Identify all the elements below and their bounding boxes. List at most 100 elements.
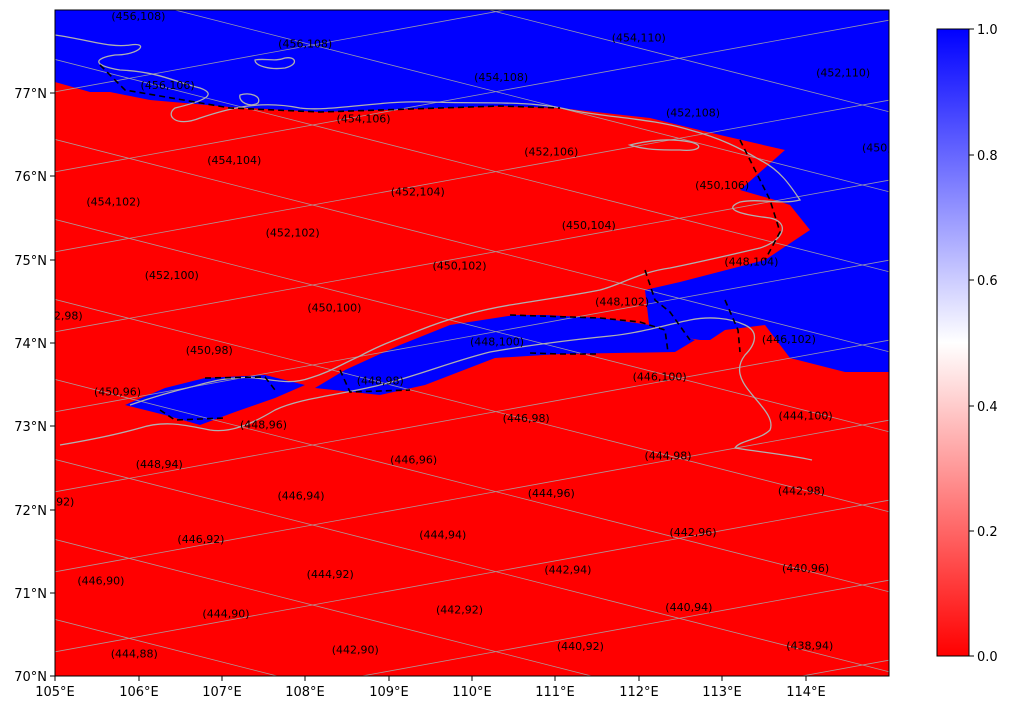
colorbar-tick: 0.4 — [969, 400, 998, 415]
x-tick-label: 106°E — [119, 685, 159, 700]
tile-label: (442,96) — [669, 526, 716, 539]
tile-label: (440,96) — [782, 562, 829, 575]
tile-label: (450,108) — [862, 142, 916, 155]
x-tick-label: 105°E — [35, 685, 75, 700]
tile-label: (450,104) — [562, 219, 616, 232]
tile-label: (440,92) — [557, 640, 604, 653]
x-tick-label: 111°E — [535, 685, 575, 700]
tile-label: (444,94) — [419, 529, 466, 542]
y-tick-label: 70°N — [14, 670, 47, 685]
tile-label: (446,94) — [277, 490, 324, 503]
tile-label: (444,88) — [111, 648, 158, 661]
x-tick: 111°E — [535, 676, 575, 700]
tile-label: (444,96) — [528, 487, 575, 500]
blue-region-inlet — [315, 315, 695, 395]
x-tick-label: 109°E — [369, 685, 409, 700]
y-tick: 76°N — [14, 170, 55, 185]
tile-label: (454,102) — [86, 196, 140, 209]
colorbar: 0.0 0.2 0.4 0.6 0.8 1.0 — [936, 23, 998, 665]
y-axis: 70°N 71°N 72°N 73°N 74°N 75°N 76°N 77°N — [14, 87, 55, 685]
colorbar-tick: 0.0 — [969, 650, 998, 665]
x-tick: 113°E — [702, 676, 742, 700]
colorbar-tick: 0.6 — [969, 274, 998, 289]
y-tick-label: 74°N — [14, 337, 47, 352]
tile-label: (442,90) — [332, 644, 379, 657]
coastline — [55, 34, 813, 461]
colorbar-tick-label: 0.8 — [977, 149, 998, 164]
tile-label: (452,104) — [391, 186, 445, 199]
tile-label: (448,100) — [470, 335, 524, 348]
tile-label: (456,108) — [111, 10, 165, 23]
x-tick-label: 107°E — [202, 685, 242, 700]
tile-label-layer: (456,108) (456,108) (454,110) (456,106) (454… — [36, 10, 916, 661]
colorbar-tick-label: 0.2 — [977, 525, 998, 540]
y-tick: 75°N — [14, 254, 55, 269]
colorbar-tick: 1.0 — [969, 23, 998, 38]
x-tick: 106°E — [119, 676, 159, 700]
x-tick-label: 112°E — [619, 685, 659, 700]
x-tick: 105°E — [35, 676, 75, 700]
x-tick: 108°E — [285, 676, 325, 700]
colorbar-tick-label: 0.0 — [977, 650, 998, 665]
blue-region-north — [55, 10, 889, 372]
tile-label: (444,90) — [202, 608, 249, 621]
tile-outlines — [99, 64, 781, 421]
x-tick: 114°E — [786, 676, 826, 700]
blue-region-west-island — [125, 375, 305, 425]
x-tick-label: 108°E — [285, 685, 325, 700]
x-tick-label: 114°E — [786, 685, 826, 700]
y-tick: 73°N — [14, 420, 55, 435]
tile-label: (454,106) — [337, 112, 391, 125]
y-tick: 71°N — [14, 587, 55, 602]
tile-label: (452,102) — [266, 226, 320, 239]
tile-label: (448,94) — [136, 458, 183, 471]
y-tick: 72°N — [14, 504, 55, 519]
x-tick: 112°E — [619, 676, 659, 700]
tile-label: (446,102) — [762, 333, 816, 346]
y-tick-label: 75°N — [14, 254, 47, 269]
colorbar-tick-label: 0.4 — [977, 400, 998, 415]
tile-label: (454,104) — [207, 154, 261, 167]
y-tick: 74°N — [14, 337, 55, 352]
tile-label: (438,94) — [786, 639, 833, 652]
tile-label: (444,100) — [779, 410, 833, 423]
tile-label: (452,98) — [36, 310, 83, 323]
tile-label: (454,110) — [612, 32, 666, 45]
tile-label: (452,100) — [145, 269, 199, 282]
tile-label: (452,108) — [666, 107, 720, 120]
y-tick-label: 77°N — [14, 87, 47, 102]
tile-label: (444,98) — [644, 450, 691, 463]
tile-label: (442,98) — [778, 485, 825, 498]
x-tick-label: 110°E — [452, 685, 492, 700]
tile-label: (456,106) — [141, 79, 195, 92]
colorbar-tick: 0.8 — [969, 149, 998, 164]
y-tick-label: 76°N — [14, 170, 47, 185]
tile-label: (440,94) — [665, 601, 712, 614]
tile-label: (448,102) — [595, 296, 649, 309]
tile-label: (452,110) — [816, 67, 870, 80]
tile-label: (442,92) — [436, 604, 483, 617]
tile-label: (454,108) — [474, 71, 528, 84]
colorbar-gradient — [936, 28, 970, 657]
y-tick-label: 73°N — [14, 420, 47, 435]
colorbar-tick: 0.2 — [969, 525, 998, 540]
y-tick-label: 71°N — [14, 587, 47, 602]
tile-label: (442,94) — [544, 564, 591, 577]
y-tick: 77°N — [14, 87, 55, 102]
x-tick-label: 113°E — [702, 685, 742, 700]
tile-label: (446,100) — [633, 370, 687, 383]
x-axis: 105°E 106°E 107°E 108°E 109°E 110°E 111°… — [35, 676, 826, 700]
tile-label: (450,102) — [432, 260, 486, 273]
colorbar-tick-label: 0.6 — [977, 274, 998, 289]
tile-label: (452,106) — [524, 146, 578, 159]
x-tick: 107°E — [202, 676, 242, 700]
tile-label: (456,108) — [278, 37, 332, 50]
tile-label: (450,96) — [94, 385, 141, 398]
tile-label: (446,98) — [503, 412, 550, 425]
tile-label: (450,100) — [307, 301, 361, 314]
y-tick-label: 72°N — [14, 504, 47, 519]
tile-label: (448,98) — [357, 375, 404, 388]
tile-label: (446,92) — [177, 533, 224, 546]
x-tick: 109°E — [369, 676, 409, 700]
